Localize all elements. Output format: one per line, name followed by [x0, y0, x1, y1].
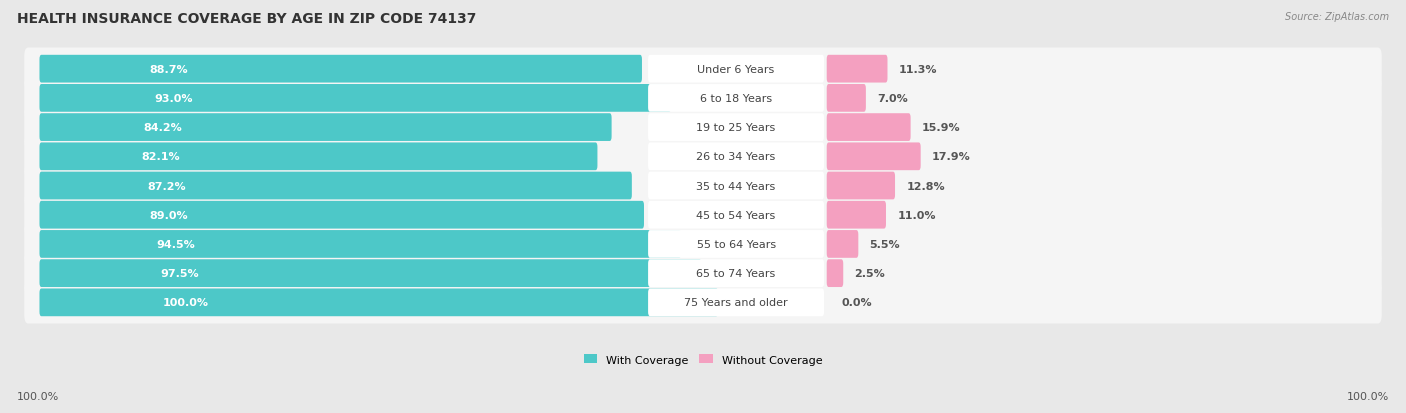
FancyBboxPatch shape	[648, 230, 824, 258]
Text: 19 to 25 Years: 19 to 25 Years	[696, 123, 776, 133]
FancyBboxPatch shape	[648, 85, 824, 112]
Text: 35 to 44 Years: 35 to 44 Years	[696, 181, 776, 191]
Text: 75 Years and older: 75 Years and older	[685, 298, 787, 308]
Text: HEALTH INSURANCE COVERAGE BY AGE IN ZIP CODE 74137: HEALTH INSURANCE COVERAGE BY AGE IN ZIP …	[17, 12, 477, 26]
FancyBboxPatch shape	[24, 107, 1382, 149]
Text: 11.3%: 11.3%	[898, 64, 938, 74]
Text: 82.1%: 82.1%	[141, 152, 180, 162]
FancyBboxPatch shape	[648, 202, 824, 229]
FancyBboxPatch shape	[24, 282, 1382, 324]
Text: 11.0%: 11.0%	[897, 210, 936, 220]
FancyBboxPatch shape	[648, 56, 824, 83]
Text: 100.0%: 100.0%	[163, 298, 209, 308]
FancyBboxPatch shape	[24, 48, 1382, 90]
Text: 84.2%: 84.2%	[143, 123, 183, 133]
FancyBboxPatch shape	[827, 230, 858, 258]
Text: 88.7%: 88.7%	[149, 64, 188, 74]
FancyBboxPatch shape	[24, 136, 1382, 178]
FancyBboxPatch shape	[24, 223, 1382, 266]
Text: 15.9%: 15.9%	[922, 123, 960, 133]
Text: 17.9%: 17.9%	[932, 152, 970, 162]
Text: 0.0%: 0.0%	[842, 298, 873, 308]
Text: 55 to 64 Years: 55 to 64 Years	[696, 240, 776, 249]
FancyBboxPatch shape	[827, 202, 886, 229]
FancyBboxPatch shape	[24, 78, 1382, 120]
Text: 93.0%: 93.0%	[155, 94, 193, 104]
FancyBboxPatch shape	[39, 202, 644, 229]
Text: 2.5%: 2.5%	[855, 268, 886, 278]
FancyBboxPatch shape	[648, 172, 824, 200]
FancyBboxPatch shape	[39, 56, 643, 83]
Text: 5.5%: 5.5%	[869, 240, 900, 249]
Text: 26 to 34 Years: 26 to 34 Years	[696, 152, 776, 162]
Text: 12.8%: 12.8%	[907, 181, 945, 191]
FancyBboxPatch shape	[827, 85, 866, 112]
Text: 100.0%: 100.0%	[17, 391, 59, 401]
FancyBboxPatch shape	[648, 260, 824, 287]
Text: 6 to 18 Years: 6 to 18 Years	[700, 94, 772, 104]
Text: 87.2%: 87.2%	[148, 181, 186, 191]
Text: 7.0%: 7.0%	[877, 94, 908, 104]
FancyBboxPatch shape	[648, 143, 824, 171]
FancyBboxPatch shape	[648, 114, 824, 142]
FancyBboxPatch shape	[39, 143, 598, 171]
Text: 94.5%: 94.5%	[156, 240, 195, 249]
FancyBboxPatch shape	[39, 230, 681, 258]
FancyBboxPatch shape	[827, 172, 896, 200]
FancyBboxPatch shape	[24, 165, 1382, 207]
Text: Under 6 Years: Under 6 Years	[697, 64, 775, 74]
Text: 89.0%: 89.0%	[149, 210, 188, 220]
Legend: With Coverage, Without Coverage: With Coverage, Without Coverage	[583, 354, 823, 365]
Text: 45 to 54 Years: 45 to 54 Years	[696, 210, 776, 220]
FancyBboxPatch shape	[827, 260, 844, 287]
FancyBboxPatch shape	[39, 260, 702, 287]
FancyBboxPatch shape	[827, 114, 911, 142]
FancyBboxPatch shape	[24, 194, 1382, 236]
FancyBboxPatch shape	[39, 114, 612, 142]
FancyBboxPatch shape	[39, 289, 718, 316]
Text: 97.5%: 97.5%	[160, 268, 198, 278]
FancyBboxPatch shape	[827, 143, 921, 171]
Text: 100.0%: 100.0%	[1347, 391, 1389, 401]
FancyBboxPatch shape	[39, 85, 671, 112]
Text: Source: ZipAtlas.com: Source: ZipAtlas.com	[1285, 12, 1389, 22]
FancyBboxPatch shape	[827, 56, 887, 83]
Text: 65 to 74 Years: 65 to 74 Years	[696, 268, 776, 278]
FancyBboxPatch shape	[648, 289, 824, 316]
FancyBboxPatch shape	[24, 252, 1382, 294]
FancyBboxPatch shape	[39, 172, 631, 200]
